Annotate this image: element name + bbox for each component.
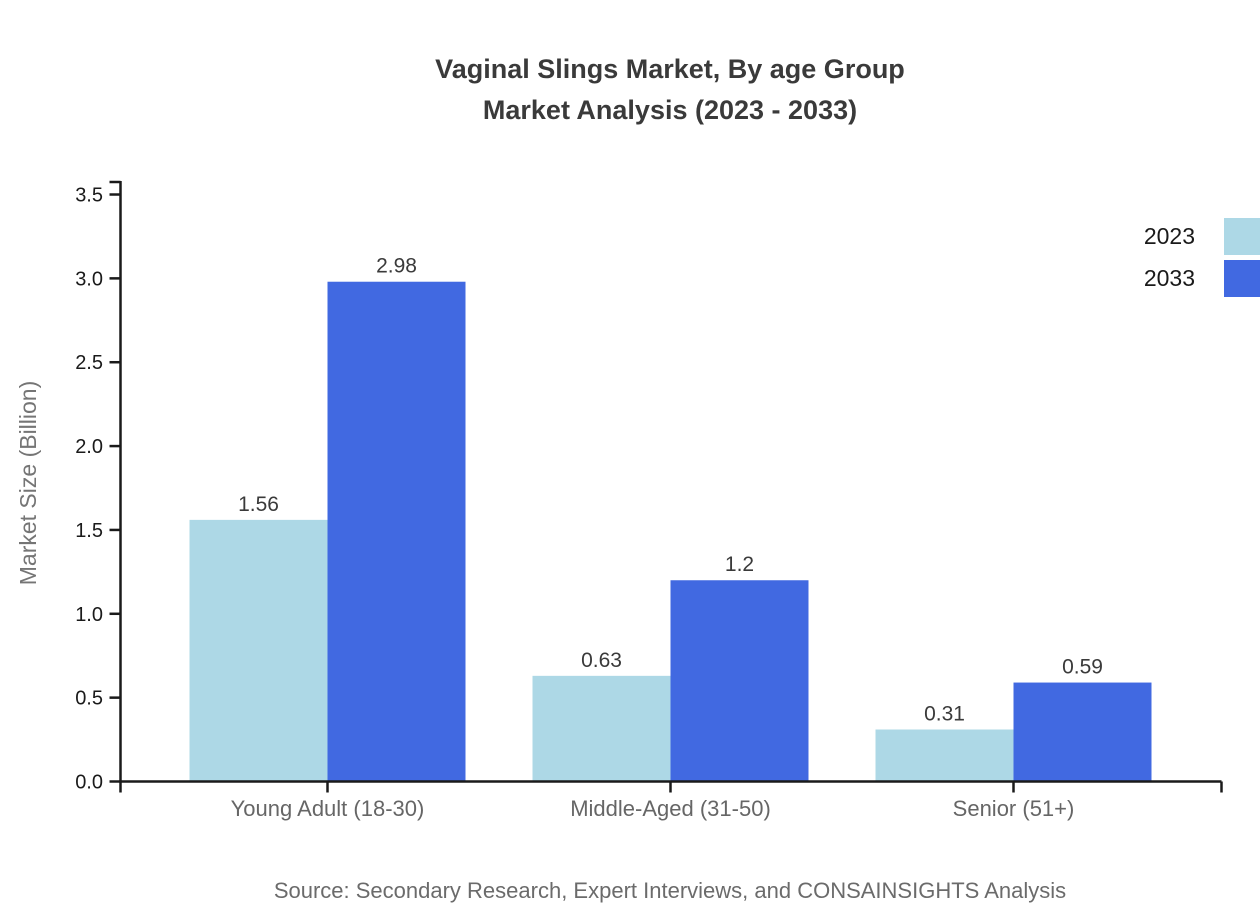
value-label-2023-cat1: 0.63	[581, 649, 622, 672]
y-tick-label-1.0: 1.0	[75, 604, 103, 626]
x-category-label-cat0: Young Adult (18-30)	[231, 796, 425, 821]
value-label-2033-cat1: 1.2	[725, 553, 754, 576]
bar-2023-cat0	[189, 519, 328, 783]
legend-label-2033: 2033	[1143, 265, 1195, 291]
value-label-2023-cat0: 1.56	[238, 493, 279, 516]
x-category-label-cat1: Middle-Aged (31-50)	[570, 796, 771, 821]
labels-layer: 1.56 0.63 0.31 2.98 1.2 0.59 0.0 0.5 1.0 1.5 2.0 2.…	[75, 185, 1103, 821]
value-label-2033-cat0: 2.98	[376, 255, 417, 278]
y-axis-title: Market Size (Billion)	[15, 381, 41, 586]
bar-2023-cat2	[875, 729, 1014, 783]
y-tick-label-2.5: 2.5	[75, 352, 103, 374]
y-tick-label-0.0: 0.0	[75, 772, 103, 794]
bar-2033-cat1	[670, 580, 809, 783]
bar-2033-cat0	[327, 281, 466, 783]
legend-item-2023: 2023	[1144, 218, 1260, 255]
y-tick-label-2.0: 2.0	[75, 436, 103, 458]
y-tick-label-3.0: 3.0	[75, 268, 103, 290]
legend-label-2023: 2023	[1143, 223, 1195, 249]
legend: 2023 2033	[1144, 218, 1260, 297]
legend-swatch-2033	[1224, 260, 1260, 297]
chart-title-line2: Market Analysis (2023 - 2033)	[482, 95, 858, 125]
chart-title-line1: Vaginal Slings Market, By age Group	[435, 54, 905, 84]
value-label-2023-cat2: 0.31	[924, 703, 965, 726]
y-tick-label-0.5: 0.5	[75, 688, 103, 710]
x-category-label-cat2: Senior (51+)	[953, 796, 1075, 821]
y-tick-label-1.5: 1.5	[75, 520, 103, 542]
legend-item-2033: 2033	[1144, 260, 1260, 297]
bars-layer	[189, 281, 1152, 783]
source-text: Source: Secondary Research, Expert Inter…	[273, 878, 1067, 903]
bar-2023-cat1	[532, 675, 671, 783]
value-label-2033-cat2: 0.59	[1062, 656, 1103, 679]
axes-layer	[109, 180, 1223, 793]
y-tick-label-3.5: 3.5	[75, 185, 103, 207]
bar-2033-cat2	[1013, 682, 1152, 783]
legend-swatch-2023	[1224, 218, 1260, 255]
chart-title: Vaginal Slings Market, By age Group Mark…	[80, 49, 1260, 131]
